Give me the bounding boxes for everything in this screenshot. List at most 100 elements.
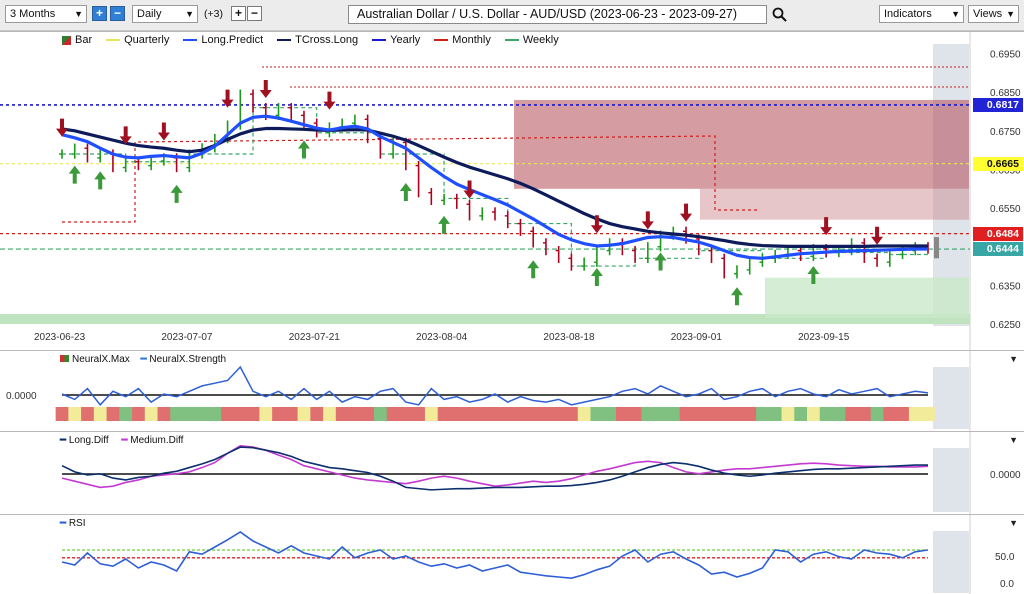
neuralx-max-block	[170, 407, 184, 421]
remove-button[interactable]: −	[247, 6, 262, 21]
resistance-zone-lower	[700, 188, 969, 220]
interval-dropdown-label: Daily	[137, 8, 162, 20]
price-chart[interactable]: 0.69500.68500.67500.66500.65500.64500.63…	[0, 32, 1024, 350]
sell-arrow-icon	[463, 180, 476, 199]
legend-label: Long.Predict	[201, 34, 264, 46]
neuralx-max-block	[284, 407, 299, 421]
rsi-axis-50: 50.0	[995, 552, 1015, 563]
neuralx-max-block	[246, 407, 260, 421]
neuralx-max-block	[81, 407, 95, 421]
neuralx-max-block	[182, 407, 197, 421]
buy-arrow-icon	[730, 287, 743, 306]
neuralx-max-block	[374, 407, 388, 421]
diff-legend: ━ Long.Diff ━ Medium.Diff	[60, 435, 183, 446]
neuralx-max-block	[144, 407, 159, 421]
legend-swatch-icon	[504, 39, 519, 42]
line-icon: ━	[60, 518, 67, 529]
collapse-icon[interactable]: ▼	[1009, 354, 1018, 364]
line-icon: ━	[121, 435, 128, 446]
sell-arrow-icon	[871, 226, 884, 245]
toolbar: 3 Months ▼ + − Daily ▼ (+3) + − Australi…	[0, 0, 1024, 31]
neuralx-max-block	[908, 407, 923, 421]
collapse-icon[interactable]: ▼	[1009, 518, 1018, 528]
neuralx-max-block	[424, 407, 439, 421]
neuralx-max-block	[641, 407, 655, 421]
add-button[interactable]: +	[231, 6, 246, 21]
neuralx-max-icon	[60, 355, 69, 362]
legend-item: TCross.Long	[277, 34, 358, 46]
diff-chart[interactable]	[0, 432, 1024, 514]
rsi-legend: ━ RSI	[60, 518, 85, 529]
weekly-step-line	[62, 107, 928, 267]
neuralx-max-block	[348, 407, 362, 421]
zoom-in-button[interactable]: +	[92, 6, 107, 21]
neuralx-max-label: NeuralX.Max	[72, 354, 130, 365]
neuralx-max-block	[361, 407, 375, 421]
neuralx-max-block	[68, 407, 82, 421]
neuralx-max-block	[93, 407, 108, 421]
price-axis-label: 0.6250	[990, 320, 1021, 331]
neuralx-max-block	[577, 407, 592, 421]
interval-dropdown[interactable]: Daily ▼	[132, 5, 198, 23]
neuralx-max-block	[195, 407, 209, 421]
neuralx-max-block	[819, 407, 833, 421]
neuralx-max-block	[628, 407, 642, 421]
neuralx-max-block	[615, 407, 630, 421]
series-line-tcross-long	[61, 126, 928, 248]
diff-pane[interactable]: ━ Long.Diff ━ Medium.Diff 0.0000 ▼	[0, 431, 1024, 514]
neuralx-max-block	[705, 407, 719, 421]
date-axis-label: 2023-06-23	[34, 332, 86, 343]
neuralx-max-block	[717, 407, 732, 421]
neuralx-max-block	[845, 407, 859, 421]
rsi-chart[interactable]	[0, 515, 1024, 594]
date-axis-label: 2023-07-07	[161, 332, 213, 343]
date-axis-label: 2023-09-15	[798, 332, 850, 343]
symbol-title-text: Australian Dollar / U.S. Dollar - AUD/US…	[357, 7, 738, 21]
neuralx-max-block	[412, 407, 426, 421]
sell-arrow-icon	[641, 211, 654, 230]
main-legend: Bar Quarterly Long.Predict TCross.Long Yearl…	[62, 34, 573, 48]
neuralx-max-block	[323, 407, 337, 421]
neuralx-max-block	[132, 407, 146, 421]
price-pane[interactable]: 0.69500.68500.67500.66500.65500.64500.63…	[0, 31, 1024, 350]
range-dropdown[interactable]: 3 Months ▼	[5, 5, 87, 23]
neuralx-max-block	[501, 407, 515, 421]
neuralx-max-block	[119, 407, 133, 421]
neuralx-max-block	[565, 407, 579, 421]
neuralx-max-block	[679, 407, 693, 421]
neuralx-max-block	[221, 407, 235, 421]
neuralx-pane[interactable]: NeuralX.Max ━ NeuralX.Strength 0.0000 ▼	[0, 350, 1024, 431]
views-dropdown[interactable]: Views ▼	[968, 5, 1019, 23]
neuralx-max-block	[208, 407, 222, 421]
collapse-icon[interactable]: ▼	[1009, 435, 1018, 445]
long-diff-label: Long.Diff	[68, 435, 109, 446]
neuralx-max-block	[590, 407, 604, 421]
neuralx-max-block	[730, 407, 744, 421]
neuralx-max-block	[386, 407, 400, 421]
neuralx-max-block	[463, 407, 477, 421]
neuralx-max-block	[450, 407, 464, 421]
views-label: Views	[973, 8, 1003, 20]
indicators-dropdown[interactable]: Indicators ▼	[879, 5, 964, 23]
buy-arrow-icon	[297, 140, 310, 159]
long-diff-line	[61, 446, 928, 491]
legend-item: Quarterly	[106, 34, 169, 46]
symbol-title[interactable]: Australian Dollar / U.S. Dollar - AUD/US…	[348, 5, 767, 24]
neuralx-chart[interactable]	[0, 351, 1024, 431]
date-axis-label: 2023-08-04	[416, 332, 468, 343]
legend-swatch-icon	[277, 39, 292, 42]
bottom-strip	[0, 314, 970, 324]
neuralx-legend: NeuralX.Max ━ NeuralX.Strength	[60, 354, 226, 365]
buy-arrow-icon	[590, 267, 603, 286]
price-tag: 0.6665	[973, 156, 1023, 171]
price-axis-label: 0.6950	[990, 50, 1021, 61]
zoom-out-button[interactable]: −	[110, 6, 125, 21]
search-icon[interactable]	[772, 7, 788, 23]
rsi-pane[interactable]: ━ RSI 50.0 0.0 ▼	[0, 514, 1024, 594]
indicators-label: Indicators	[884, 8, 932, 20]
neuralx-max-block	[832, 407, 846, 421]
legend-label: Monthly	[452, 34, 491, 46]
price-axis-label: 0.6750	[990, 127, 1021, 138]
price-axis-label: 0.6850	[990, 88, 1021, 99]
legend-label: Yearly	[390, 34, 421, 46]
